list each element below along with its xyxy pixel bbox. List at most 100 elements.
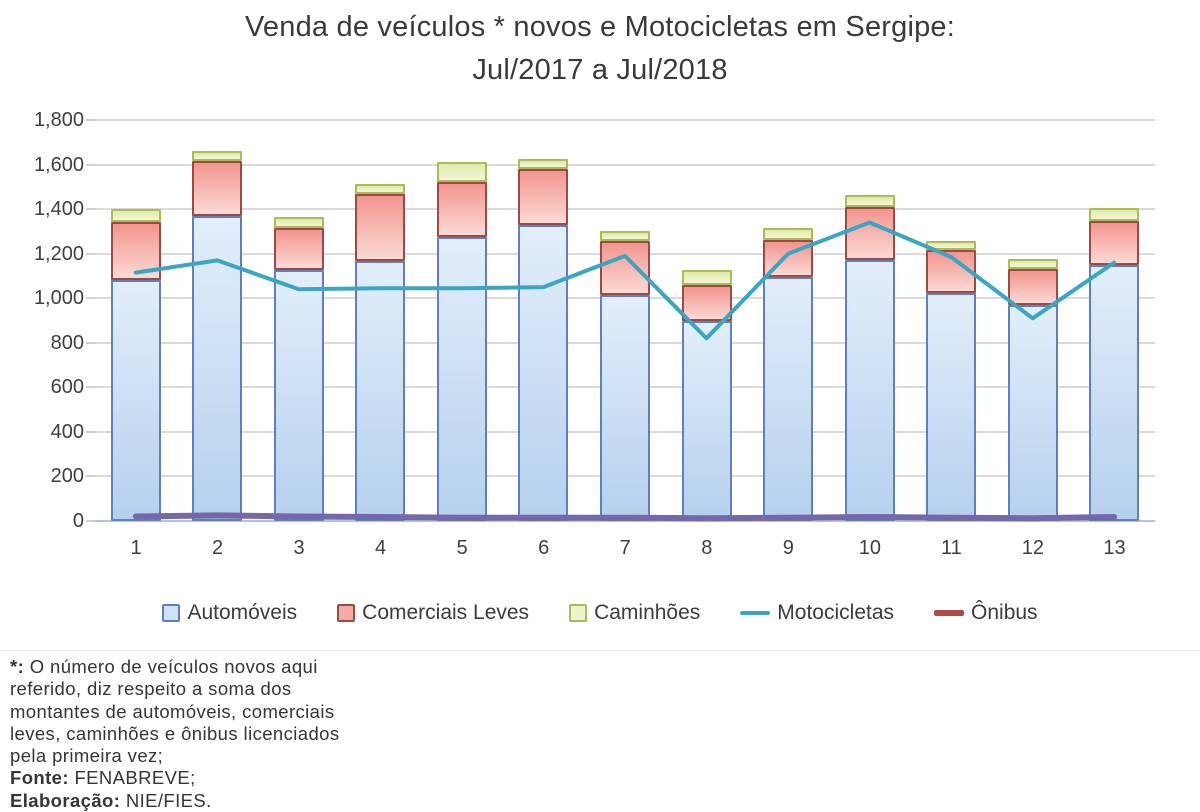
legend-item-caminhoes: Caminhões xyxy=(569,601,700,625)
bar-segment-caminhões-5 xyxy=(436,162,487,183)
x-axis-label-7: 7 xyxy=(619,537,631,559)
footnote-line: pela primeira vez; xyxy=(10,745,164,767)
x-axis-label-13: 13 xyxy=(1103,537,1126,559)
y-axis-label: 1,800 xyxy=(33,109,84,131)
y-axis-label: 400 xyxy=(50,420,84,443)
bar-segment-comerciais-leves-7 xyxy=(600,241,650,295)
y-axis-tick xyxy=(86,208,95,211)
bar-segment-comerciais-leves-8 xyxy=(681,284,732,321)
y-axis-tick xyxy=(86,163,95,166)
footnote-line: *: O número de veículos novos aqui xyxy=(10,656,318,677)
bar-segment-automóveis-3 xyxy=(273,270,324,521)
bar-segment-automóveis-2 xyxy=(192,215,243,521)
bar-segment-comerciais-leves-1 xyxy=(110,222,161,281)
y-axis-tick xyxy=(86,430,95,433)
bar-segment-automóveis-6 xyxy=(518,224,569,521)
y-axis-tick xyxy=(86,475,95,478)
legend-item-comerciais-leves: Comerciais Leves xyxy=(337,601,529,625)
y-axis-label: 200 xyxy=(50,465,84,488)
chart-title-line1: Venda de veículos * novos e Motocicletas… xyxy=(244,11,956,43)
legend-item-motocicletas: Motocicletas xyxy=(740,601,894,625)
y-axis-tick xyxy=(86,252,95,255)
footnote: *: O número de veículos novos aqui refer… xyxy=(10,656,490,812)
y-axis-label: 0 xyxy=(72,510,84,532)
legend-label: Ônibus xyxy=(971,601,1038,624)
y-axis-tick xyxy=(86,520,95,522)
legend-label: Automóveis xyxy=(187,601,298,624)
bar-segment-automóveis-4 xyxy=(355,261,406,521)
legend: Automóveis Comerciais Leves Caminhões Mo… xyxy=(0,594,1200,632)
bar-segment-caminhões-4 xyxy=(355,183,406,194)
footnote-line: montantes de automóveis, comerciais xyxy=(10,700,335,722)
comerciais-leves-swatch-icon xyxy=(337,604,356,622)
bar-segment-caminhões-11 xyxy=(926,241,977,251)
y-axis-tick xyxy=(86,386,95,389)
y-axis-label: 800 xyxy=(50,331,84,354)
bar-segment-automóveis-7 xyxy=(600,294,650,521)
bar-segment-caminhões-8 xyxy=(681,270,732,285)
bar-segment-comerciais-leves-11 xyxy=(926,250,977,293)
bar-segment-comerciais-leves-5 xyxy=(436,182,487,237)
x-axis-label-1: 1 xyxy=(130,537,142,559)
bar-segment-comerciais-leves-3 xyxy=(273,228,324,271)
gridline xyxy=(95,163,1155,166)
bar-segment-automóveis-9 xyxy=(763,277,814,521)
legend-label: Motocicletas xyxy=(777,601,895,624)
bar-segment-comerciais-leves-9 xyxy=(763,240,814,278)
bar-segment-comerciais-leves-2 xyxy=(192,161,243,216)
x-axis-label-8: 8 xyxy=(701,537,713,559)
chart-title: Venda de veículos * novos e Motocicletas… xyxy=(0,6,1200,92)
motocicletas-line-swatch-icon xyxy=(740,611,771,615)
y-axis-label: 1,400 xyxy=(33,198,84,221)
bar-segment-automóveis-5 xyxy=(436,236,487,521)
legend-label: Comerciais Leves xyxy=(362,601,530,624)
legend-item-onibus: Ônibus xyxy=(934,601,1038,625)
y-axis-label: 1,000 xyxy=(33,287,84,310)
bar-segment-caminhões-1 xyxy=(110,209,161,223)
gridline xyxy=(95,208,1155,211)
bar-segment-comerciais-leves-4 xyxy=(355,193,406,262)
x-axis-label-12: 12 xyxy=(1021,537,1045,559)
bar-segment-automóveis-13 xyxy=(1089,264,1140,521)
bar-segment-caminhões-12 xyxy=(1007,259,1058,270)
footnote-line: Elaboração: NIE/FIES. xyxy=(10,789,212,811)
bar-segment-caminhões-6 xyxy=(518,159,569,170)
y-axis-tick xyxy=(86,119,95,121)
gridline xyxy=(95,119,1155,121)
y-axis-label: 600 xyxy=(50,376,84,399)
bar-segment-comerciais-leves-6 xyxy=(518,169,569,225)
y-axis-tick xyxy=(86,341,95,344)
y-axis-label: 1,200 xyxy=(33,242,84,265)
bar-segment-caminhões-10 xyxy=(844,194,895,207)
x-axis-label-9: 9 xyxy=(782,537,794,559)
caminhoes-swatch-icon xyxy=(569,604,588,622)
legend-label: Caminhões xyxy=(594,601,701,624)
x-axis-label-4: 4 xyxy=(375,537,387,559)
y-axis-tick xyxy=(86,297,95,300)
bar-segment-caminhões-13 xyxy=(1089,208,1140,222)
onibus-line-swatch-icon xyxy=(934,610,965,616)
bar-segment-automóveis-8 xyxy=(681,320,732,521)
bar-segment-caminhões-3 xyxy=(273,216,324,229)
chart-footnote-divider xyxy=(0,650,1200,651)
bar-segment-caminhões-7 xyxy=(600,231,650,242)
bar-segment-comerciais-leves-12 xyxy=(1007,269,1058,305)
x-axis-label-5: 5 xyxy=(456,537,468,559)
x-axis-label-11: 11 xyxy=(940,537,962,559)
x-axis-label-2: 2 xyxy=(211,537,224,559)
bar-segment-comerciais-leves-13 xyxy=(1089,221,1140,265)
automoveis-swatch-icon xyxy=(162,604,181,622)
legend-item-automoveis: Automóveis xyxy=(162,601,297,625)
bar-segment-automóveis-11 xyxy=(926,292,977,521)
bar-segment-caminhões-2 xyxy=(192,151,243,162)
bar-segment-automóveis-1 xyxy=(110,280,161,521)
x-axis-label-10: 10 xyxy=(858,537,881,559)
footnote-line: Fonte: FENABREVE; xyxy=(10,767,196,789)
chart-title-line2: Jul/2017 a Jul/2018 xyxy=(472,54,728,86)
x-axis-label-6: 6 xyxy=(538,537,550,559)
bar-segment-caminhões-9 xyxy=(763,228,814,241)
bar-segment-automóveis-10 xyxy=(844,260,895,521)
bar-segment-automóveis-12 xyxy=(1007,304,1058,521)
bar-segment-comerciais-leves-10 xyxy=(844,206,895,261)
